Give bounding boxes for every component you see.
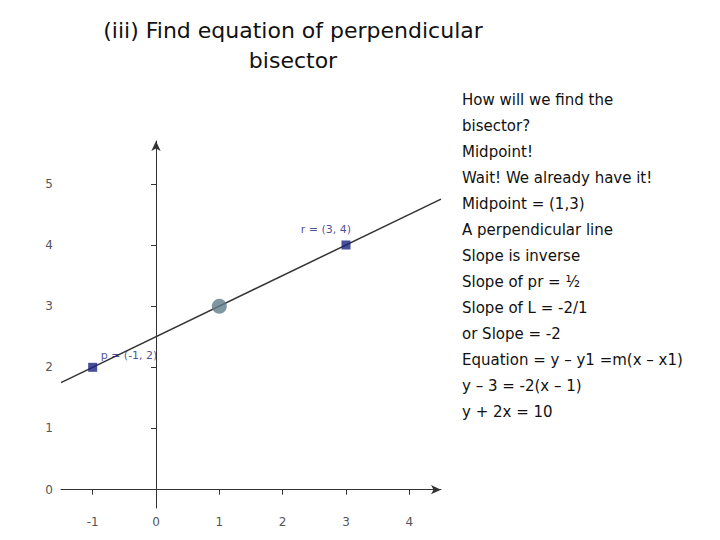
svg-text:Slope of L = -2/1: Slope of L = -2/1 [462,299,588,317]
svg-text:2: 2 [45,360,53,374]
svg-text:How will we find the: How will we find the [462,91,613,109]
svg-text:p = (-1, 2): p = (-1, 2) [101,349,158,362]
svg-text:Wait! We already have it!: Wait! We already have it! [462,169,652,187]
svg-text:Slope of pr = ½: Slope of pr = ½ [462,273,580,291]
svg-text:2: 2 [279,515,287,529]
svg-text:or Slope = -2: or Slope = -2 [462,325,561,343]
svg-text:bisector?: bisector? [462,117,530,135]
svg-text:y – 3 = -2(x – 1): y – 3 = -2(x – 1) [462,377,582,395]
svg-text:4: 4 [45,238,53,252]
svg-text:5: 5 [45,177,53,191]
svg-text:1: 1 [216,515,224,529]
svg-text:A perpendicular line: A perpendicular line [462,221,613,239]
svg-text:0: 0 [152,515,160,529]
svg-text:0: 0 [45,483,53,497]
svg-text:3: 3 [45,299,53,313]
svg-text:bisector: bisector [249,48,338,73]
svg-text:3: 3 [342,515,350,529]
svg-text:r = (3, 4): r = (3, 4) [301,223,351,236]
svg-text:y + 2x = 10: y + 2x = 10 [462,403,553,421]
svg-text:Midpoint = (1,3): Midpoint = (1,3) [462,195,585,213]
svg-text:-1: -1 [87,515,99,529]
svg-text:(iii) Find equation of perpend: (iii) Find equation of perpendicular [103,18,484,43]
svg-text:4: 4 [406,515,414,529]
svg-text:Equation = y – y1 =m(x – x1): Equation = y – y1 =m(x – x1) [462,351,683,369]
svg-text:1: 1 [45,421,53,435]
svg-text:Midpoint!: Midpoint! [462,143,533,161]
svg-text:Slope is inverse: Slope is inverse [462,247,580,265]
